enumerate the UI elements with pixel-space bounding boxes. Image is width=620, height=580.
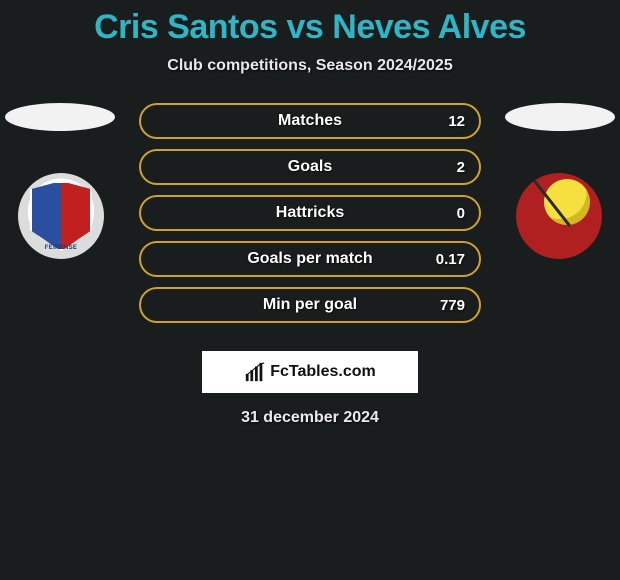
club-badge-right — [516, 173, 602, 259]
sport-club-racket-icon — [516, 173, 602, 259]
stat-row: Min per goal 779 — [139, 287, 481, 323]
stat-label: Goals per match — [247, 250, 372, 268]
snapshot-date: 31 december 2024 — [0, 409, 620, 427]
stat-label: Hattricks — [276, 204, 344, 222]
stat-value-right: 2 — [457, 159, 465, 176]
stat-value-right: 12 — [448, 113, 465, 130]
stat-row: Goals 2 — [139, 149, 481, 185]
comparison-title: Cris Santos vs Neves Alves — [0, 0, 620, 47]
stat-row: Matches 12 — [139, 103, 481, 139]
brand-text: FcTables.com — [270, 363, 376, 381]
bars-chart-icon — [244, 361, 266, 383]
club-badge-left — [18, 173, 104, 259]
stat-label: Min per goal — [263, 296, 357, 314]
stats-panel: Matches 12 Goals 2 Hattricks 0 Goals per match… — [139, 103, 481, 333]
player2-name: Neves Alves — [332, 8, 526, 46]
player1-name: Cris Santos — [94, 8, 277, 46]
brand-box: FcTables.com — [202, 351, 418, 393]
flag-left — [5, 103, 115, 131]
stat-row: Goals per match 0.17 — [139, 241, 481, 277]
stat-value-right: 0 — [457, 205, 465, 222]
stat-label: Goals — [288, 158, 332, 176]
stat-row: Hattricks 0 — [139, 195, 481, 231]
subtitle: Club competitions, Season 2024/2025 — [0, 57, 620, 75]
vs-text: vs — [287, 8, 324, 46]
stat-value-right: 0.17 — [436, 251, 465, 268]
flag-right — [505, 103, 615, 131]
main-comparison-area: Matches 12 Goals 2 Hattricks 0 Goals per match… — [0, 103, 620, 333]
stat-label: Matches — [278, 112, 342, 130]
stat-value-right: 779 — [440, 297, 465, 314]
feirense-shield-icon — [18, 173, 104, 259]
